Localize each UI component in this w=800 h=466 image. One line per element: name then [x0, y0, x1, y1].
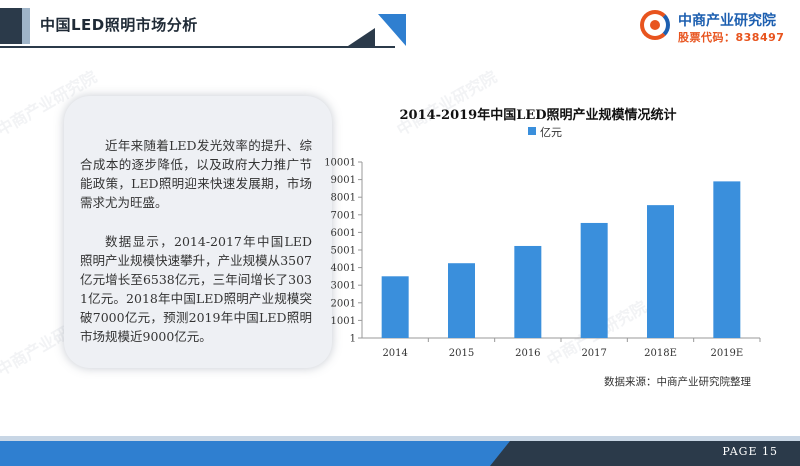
stock-code: 股票代码：838497 — [678, 31, 785, 44]
bar — [713, 181, 741, 338]
bar — [381, 276, 409, 338]
y-tick-label: 1001 — [331, 316, 356, 327]
y-tick-label: 2001 — [331, 298, 356, 309]
y-tick-label: 9001 — [331, 175, 356, 186]
bar — [514, 245, 542, 338]
legend-label: 亿元 — [540, 126, 562, 139]
footer-accent — [0, 436, 800, 441]
y-tick-label: 3001 — [331, 281, 356, 292]
bar — [580, 222, 608, 338]
summary-paragraph-1: 近年来随着LED发光效率的提升、综合成本的逐步降低，以及政府大力推广节能政策，L… — [80, 138, 312, 210]
header: 中国LED照明市场分析 — [0, 0, 800, 62]
bar — [647, 205, 674, 338]
page-title: 中国LED照明市场分析 — [40, 16, 198, 34]
legend-swatch — [528, 127, 536, 135]
x-tick-label: 2014 — [382, 348, 407, 359]
summary-paragraph-2: 数据显示，2014-2017年中国LED照明产业规模快速攀升，产业规模从3507… — [80, 234, 312, 344]
x-tick-label: 2019E — [710, 348, 743, 359]
y-tick-label: 4001 — [331, 263, 356, 274]
bar — [448, 263, 475, 338]
header-triangle-dark — [345, 28, 375, 48]
y-tick-label: 5001 — [331, 246, 356, 257]
logo-name: 中商产业研究院 — [678, 13, 776, 29]
logo-mark-icon — [640, 10, 670, 40]
x-tick-label: 2015 — [449, 348, 474, 359]
company-logo: 中商产业研究院 股票代码：838497 — [640, 8, 790, 48]
header-accent-light — [22, 8, 30, 44]
x-tick-label: 2017 — [581, 348, 606, 359]
header-underline — [0, 46, 395, 48]
y-tick-label: 8001 — [331, 193, 356, 204]
summary-card: 近年来随着LED发光效率的提升、综合成本的逐步降低，以及政府大力推广节能政策，L… — [64, 96, 332, 368]
y-tick-label: 10001 — [324, 158, 356, 169]
y-tick-label: 6001 — [331, 228, 356, 239]
x-tick-label: 2016 — [515, 348, 540, 359]
page-number: PAGE 15 — [722, 445, 778, 458]
header-triangle-blue — [378, 14, 406, 46]
chart-title: 2014-2019年中国LED照明产业规模情况统计 — [399, 108, 677, 123]
header-accent-dark — [0, 8, 22, 44]
y-tick-label: 7001 — [331, 210, 356, 221]
y-tick-label: 1 — [350, 334, 356, 345]
x-tick-label: 2018E — [644, 348, 677, 359]
footer-blue-band — [0, 441, 510, 466]
data-source: 数据来源：中商产业研究院整理 — [604, 376, 751, 388]
